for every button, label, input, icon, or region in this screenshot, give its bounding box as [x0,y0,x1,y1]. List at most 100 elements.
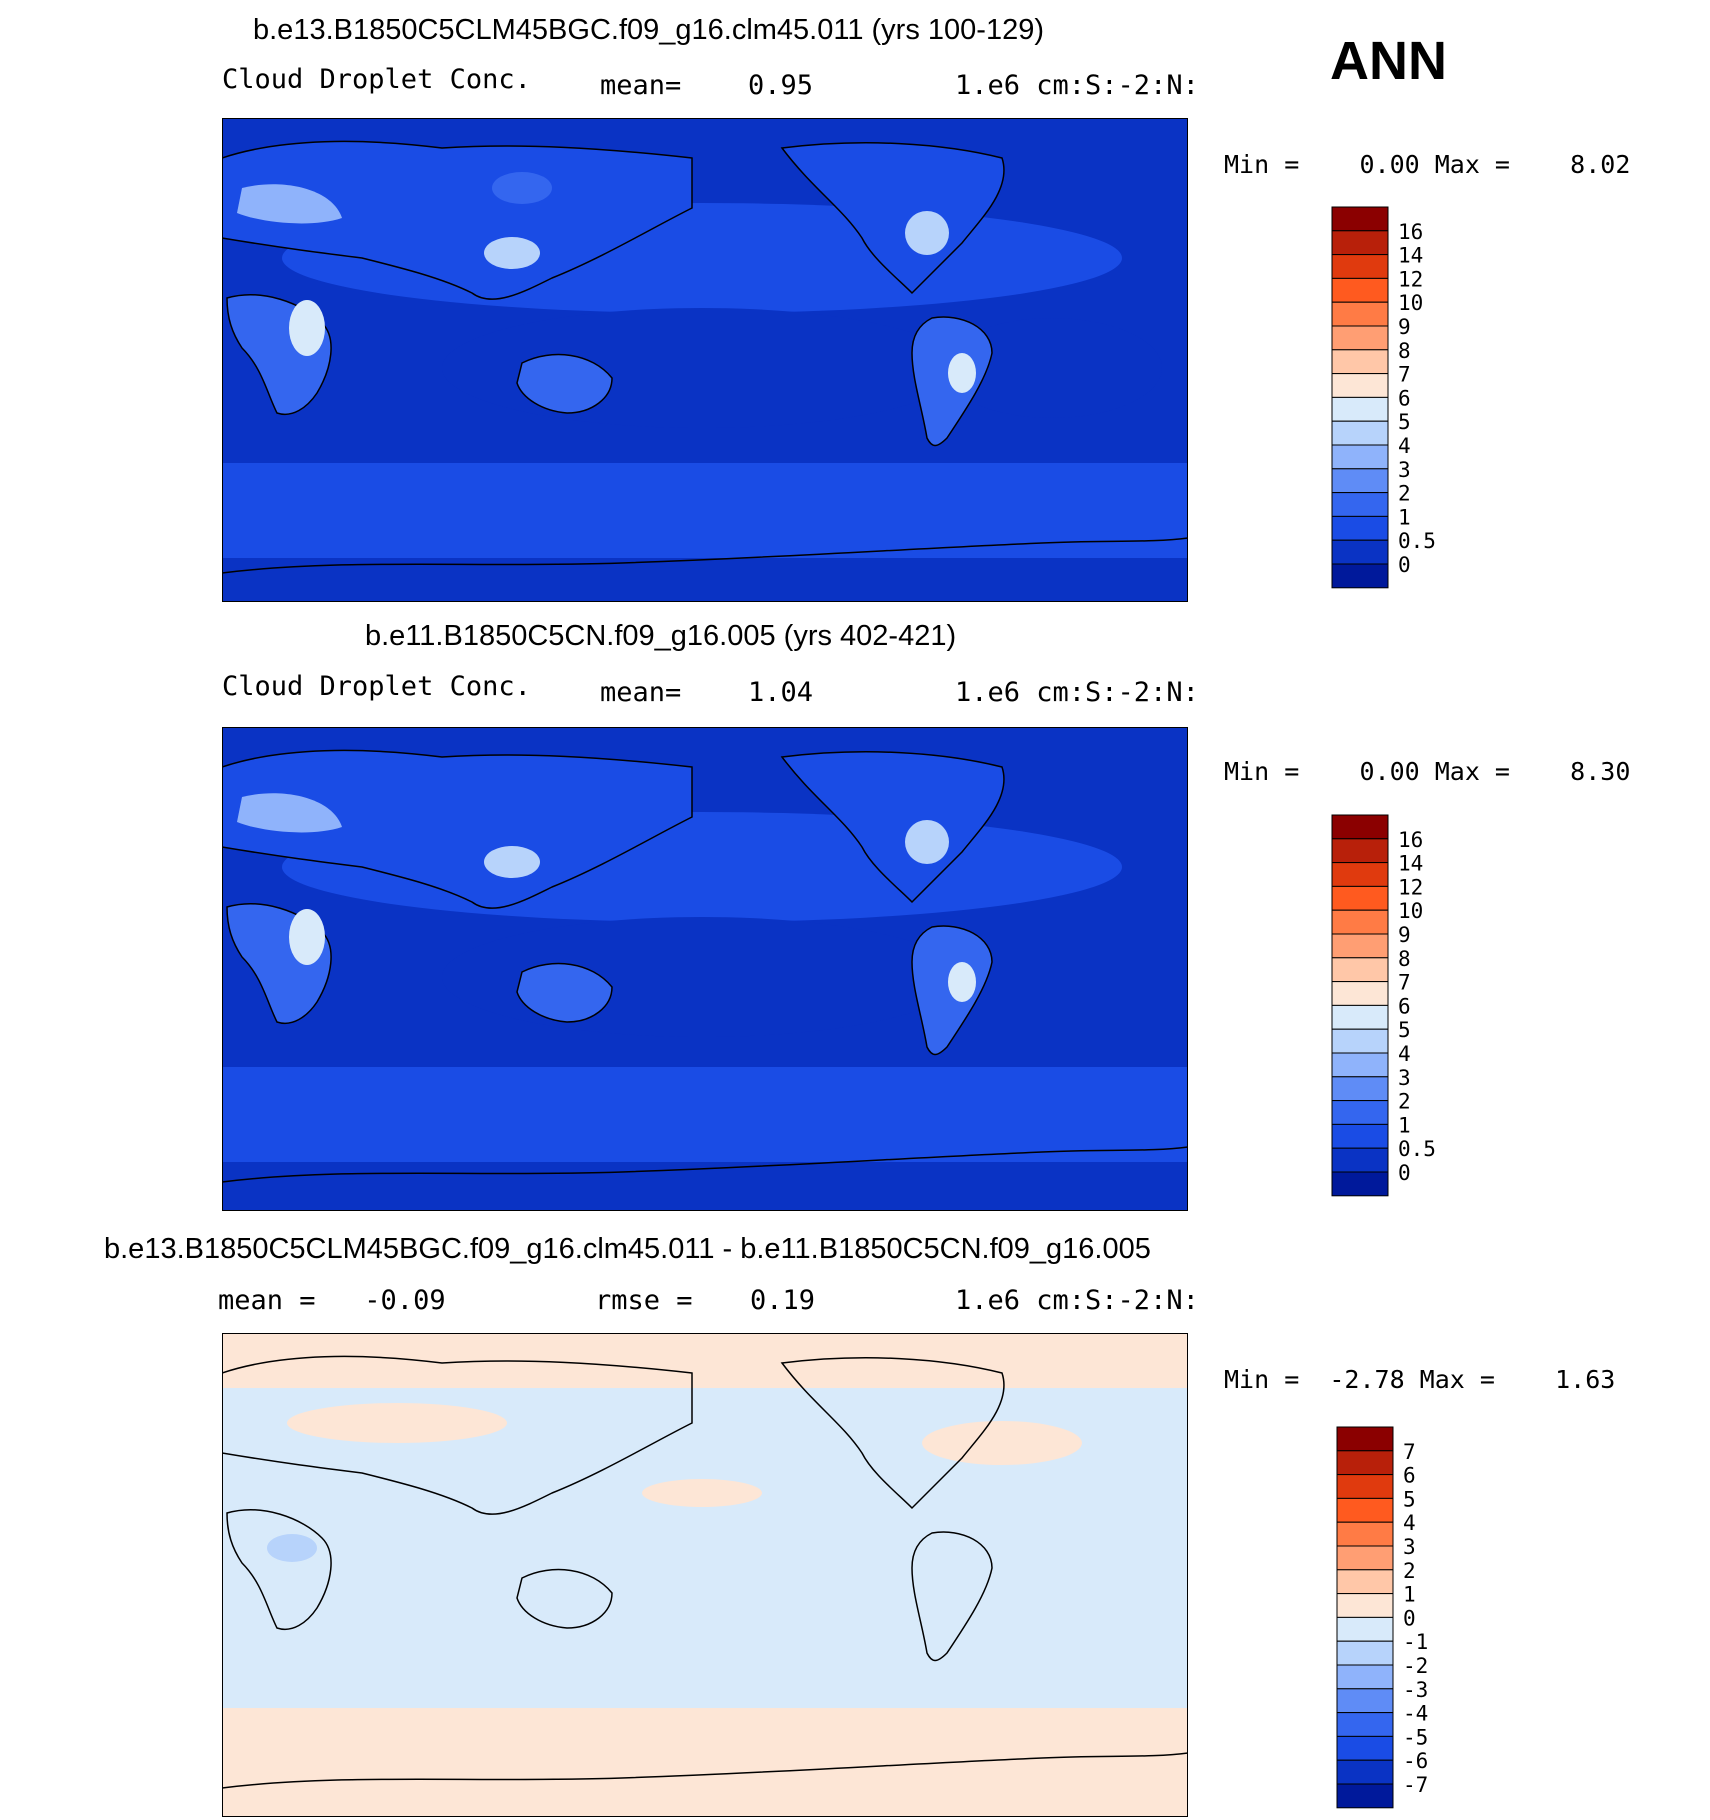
colorbar-tick-label: 3 [1398,1066,1411,1090]
colorbar-tick-label: -3 [1403,1678,1428,1702]
colorbar-swatch [1331,277,1389,303]
colorbar-tick-label: 2 [1398,1090,1411,1114]
colorbar-swatch [1331,539,1389,565]
antarctic-positive-band [222,1708,1188,1817]
colorbar-tick-label: 5 [1403,1487,1416,1511]
panel2-minmax: Min = 0.00 Max = 8.30 [1224,757,1631,786]
antarctica-coastline [222,1752,1188,1789]
colorbar-tick-label: 4 [1398,434,1411,458]
colorbar-swatch [1331,1076,1389,1102]
colorbar-swatch [1331,1028,1389,1054]
panel2-units: 1.e6 cm:S:-2:N: [955,677,1199,708]
eurasia-coastline [222,1355,693,1515]
colorbar-tick-label: -6 [1403,1749,1428,1773]
panel2-map [222,727,1188,1211]
colorbar-swatch [1331,1052,1389,1078]
colorbar-swatch [1331,957,1389,983]
panel3-units: 1.e6 cm:S:-2:N: [955,1285,1199,1316]
panel3-mean: mean = -0.09 [218,1285,446,1316]
north-america-coastline [780,1357,1005,1510]
colorbar-tick-label: 0.5 [1398,1137,1436,1161]
colorbar-tick-label: 4 [1398,1042,1411,1066]
colorbar-tick-label: 7 [1403,1440,1416,1464]
colorbar-swatch [1331,325,1389,351]
colorbar-tick-label: 5 [1398,410,1411,434]
colorbar-swatch [1331,838,1389,864]
colorbar-tick-label: 1 [1403,1583,1416,1607]
colorbar-tick-label: 5 [1398,1018,1411,1042]
colorbar-swatch [1336,1426,1394,1452]
colorbar-swatch [1331,1100,1389,1125]
colorbar-tick-label: 9 [1398,923,1411,947]
panel1-minmax: Min = 0.00 Max = 8.02 [1224,150,1631,179]
panel1-units: 1.e6 cm:S:-2:N: [955,70,1199,101]
colorbar-swatch [1331,373,1389,398]
panel2-mean-label: mean= [600,677,682,708]
colorbar-swatch [1331,1004,1389,1030]
colorbar-swatch [1331,1123,1389,1149]
colorbar-tick-label: 7 [1398,363,1411,387]
colorbar-tick-label: 16 [1398,220,1423,244]
australia-landmass [516,353,613,414]
colorbar-tick-label: -5 [1403,1725,1428,1749]
panel3-map [222,1333,1188,1817]
antarctica-coastline [222,1146,1188,1183]
colorbar-swatch [1331,468,1389,494]
colorbar-swatch [1336,1497,1394,1523]
panel1-mean-label: mean= [600,70,682,101]
colorbar-tick-label: 6 [1403,1464,1416,1488]
colorbar-swatch [1336,1664,1394,1690]
colorbar-tick-label: 9 [1398,315,1411,339]
colorbar-tick-label: 8 [1398,947,1411,971]
panel3-rmse-value: 0.19 [750,1285,816,1316]
colorbar-swatch [1331,444,1389,470]
colorbar-swatch [1331,420,1389,446]
colorbar-swatch [1331,909,1389,935]
panel3-rmse-label: rmse = [595,1285,693,1316]
arctic-positive-band [222,1333,1188,1388]
colorbar-tick-label: 6 [1398,994,1411,1018]
colorbar-swatch [1331,1171,1389,1197]
colorbar-tick-label: 10 [1398,291,1423,315]
colorbar-tick-label: 1 [1398,1113,1411,1137]
colorbar-swatch [1336,1545,1394,1571]
colorbar-tick-label: 2 [1403,1559,1416,1583]
south-america-coastline [911,1531,993,1662]
colorbar-swatch [1331,349,1389,375]
colorbar-swatch [1331,814,1389,840]
colorbar-swatch [1336,1593,1394,1618]
colorbar-tick-label: -1 [1403,1630,1428,1654]
panel1-map [222,118,1188,602]
colorbar-tick-label: -2 [1403,1654,1428,1678]
colorbar-tick-label: 14 [1398,852,1423,876]
panel1-mean-value: 0.95 [748,70,814,101]
north-america-landmass [780,142,1005,295]
colorbar-swatch [1336,1450,1394,1476]
colorbar-tick-label: 0 [1398,553,1411,577]
colorbar-tick-label: 8 [1398,339,1411,363]
colorbar-swatch [1331,396,1389,422]
colorbar-swatch [1331,254,1389,279]
colorbar-swatch [1331,206,1389,232]
colorbar-tick-label: 2 [1398,482,1411,506]
season-label: ANN [1330,31,1447,91]
colorbar-swatch [1336,1569,1394,1595]
colorbar-swatch [1336,1688,1394,1714]
africa-coastline [226,1509,332,1630]
colorbar-swatch [1331,862,1389,887]
colorbar-swatch [1331,301,1389,327]
colorbar-swatch [1331,515,1389,541]
colorbar-tick-label: 0 [1398,1161,1411,1185]
panel3-minmax: Min = -2.78 Max = 1.63 [1224,1365,1616,1394]
colorbar-tick-label: 4 [1403,1511,1416,1535]
colorbar-swatch [1336,1783,1394,1809]
colorbar-tick-label: 16 [1398,828,1423,852]
colorbar-tick-label: 12 [1398,875,1423,899]
colorbar-swatch [1331,885,1389,911]
colorbar-swatch [1331,1147,1389,1173]
panel2-mean-value: 1.04 [748,677,814,708]
southern-ocean-band [222,463,1188,558]
